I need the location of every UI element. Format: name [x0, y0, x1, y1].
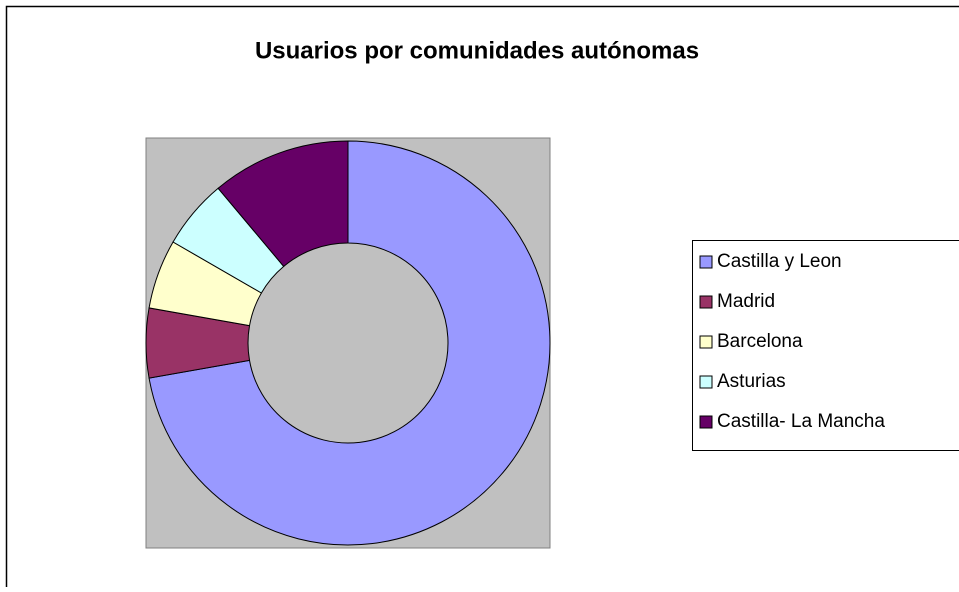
legend-swatch — [700, 416, 712, 428]
legend-label: Madrid — [717, 291, 775, 312]
legend-swatch — [700, 376, 712, 388]
legend-label: Castilla y Leon — [717, 251, 842, 272]
legend-label: Barcelona — [717, 331, 803, 352]
legend-label: Castilla- La Mancha — [717, 411, 885, 432]
legend-label: Asturias — [717, 371, 786, 392]
chart-title: Usuarios por comunidades autónomas — [255, 37, 699, 64]
legend-swatch — [700, 256, 712, 268]
legend-swatch — [700, 336, 712, 348]
legend-swatch — [700, 296, 712, 308]
